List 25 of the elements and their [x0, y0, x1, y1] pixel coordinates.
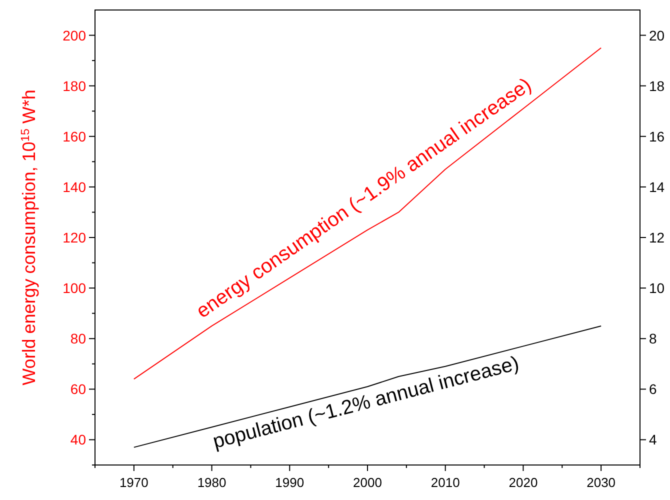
y2-tick-label: 18 — [649, 78, 665, 94]
y2-tick-label: 12 — [649, 230, 665, 246]
x-tick-label: 2010 — [430, 475, 460, 490]
x-tick-label: 1970 — [119, 475, 148, 490]
y-tick-label: 100 — [62, 280, 86, 296]
y-tick-label: 80 — [70, 330, 86, 347]
y-tick-label: 40 — [70, 432, 86, 448]
y-tick-label: 180 — [62, 78, 86, 94]
y2-tick-label: 14 — [649, 178, 665, 195]
x-tick-label: 1980 — [197, 475, 226, 490]
x-tick-label: 1990 — [275, 475, 304, 490]
y-tick-label: 140 — [62, 178, 86, 195]
y2-tick-label: 10 — [649, 280, 665, 296]
x-tick-label: 2030 — [586, 475, 616, 490]
y2-tick-label: 16 — [649, 128, 665, 144]
x-tick-label: 2020 — [508, 475, 538, 490]
y2-tick-label: 6 — [649, 381, 657, 398]
y-tick-label: 200 — [62, 27, 86, 44]
y-tick-label: 160 — [62, 128, 86, 144]
y2-tick-label: 8 — [649, 330, 657, 347]
y2-tick-label: 20 — [649, 27, 665, 44]
y-tick-label: 60 — [70, 381, 86, 398]
y2-tick-label: 4 — [649, 432, 657, 448]
x-tick-label: 2000 — [353, 475, 382, 490]
y-tick-label: 120 — [62, 230, 86, 246]
